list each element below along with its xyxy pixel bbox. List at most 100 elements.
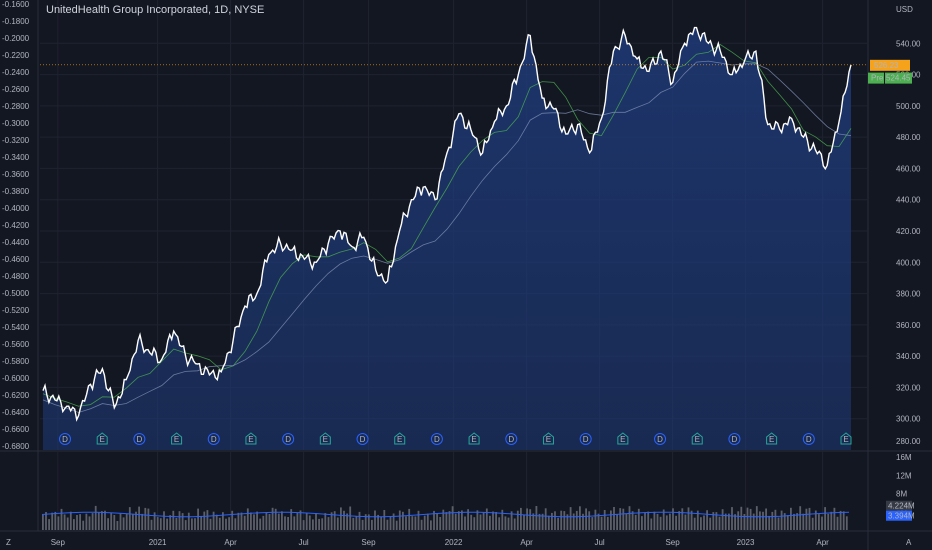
volume-bar xyxy=(166,518,168,530)
volume-bar xyxy=(442,509,445,530)
event-letter: E xyxy=(100,435,105,444)
dividend-event-icon[interactable]: D xyxy=(207,433,220,445)
volume-bar xyxy=(721,509,724,530)
dividend-circle xyxy=(356,433,369,445)
left-tick-label: -0.4400 xyxy=(2,238,30,247)
volume-bar xyxy=(132,513,134,530)
volume-bar xyxy=(268,514,271,530)
left-tick-label: -0.6400 xyxy=(2,408,30,417)
event-letter: D xyxy=(136,435,142,444)
earnings-event-icon[interactable]: E xyxy=(766,432,778,445)
dividend-event-icon[interactable]: D xyxy=(430,433,443,445)
volume-bar xyxy=(69,511,72,530)
volume-bar xyxy=(591,517,594,530)
earnings-event-icon[interactable]: E xyxy=(245,432,257,445)
price-tick-label: 500.00 xyxy=(896,102,921,111)
volume-bar xyxy=(104,510,106,530)
price-area-fill xyxy=(43,27,851,450)
earnings-event-icon[interactable]: E xyxy=(96,432,108,445)
volume-tick-label: 12M xyxy=(896,471,912,480)
volume-tick-label: 16M xyxy=(896,453,912,462)
price-tick-label: 460.00 xyxy=(896,164,921,173)
volume-bar xyxy=(833,507,836,530)
dividend-event-icon[interactable]: D xyxy=(728,433,741,445)
dividend-event-icon[interactable]: D xyxy=(356,433,369,445)
earnings-event-icon[interactable]: E xyxy=(617,432,629,445)
volume-bar xyxy=(799,506,802,530)
volume-bar xyxy=(830,511,833,530)
volume-bar xyxy=(163,511,165,530)
volume-bar xyxy=(367,514,370,530)
volume-bar xyxy=(60,508,63,530)
volume-bar xyxy=(141,513,144,530)
dividend-event-icon[interactable]: D xyxy=(505,433,518,445)
volume-bar xyxy=(622,508,625,530)
volume-bar xyxy=(374,510,376,530)
volume-bar xyxy=(73,519,75,530)
left-tick-label: -0.5800 xyxy=(2,357,30,366)
volume-bar xyxy=(225,518,227,530)
volume-bar xyxy=(318,518,320,530)
volume-bar xyxy=(603,510,606,530)
volume-bar xyxy=(433,510,435,530)
earnings-event-icon[interactable]: E xyxy=(319,432,331,445)
volume-bar xyxy=(597,513,600,530)
event-letter: E xyxy=(323,435,328,444)
volume-bar xyxy=(485,508,488,530)
earnings-event-icon[interactable]: E xyxy=(171,432,183,445)
earnings-event-icon[interactable]: E xyxy=(840,432,852,445)
dividend-circle xyxy=(802,433,815,445)
volume-bar xyxy=(82,520,85,530)
volume-bar xyxy=(150,519,153,530)
volume-bar xyxy=(88,516,91,530)
pre-market-label-bg xyxy=(868,72,884,84)
price-tick-label: 280.00 xyxy=(896,437,921,446)
volume-bar xyxy=(85,513,88,530)
zoom-button[interactable]: Z xyxy=(6,538,11,547)
volume-bar xyxy=(256,511,258,530)
dividend-circle xyxy=(282,433,295,445)
dividend-circle xyxy=(430,433,443,445)
dividend-event-icon[interactable]: D xyxy=(282,433,295,445)
volume-bar xyxy=(386,519,389,530)
earnings-event-icon[interactable]: E xyxy=(394,432,406,445)
dividend-event-icon[interactable]: D xyxy=(802,433,815,445)
volume-bar xyxy=(218,517,221,530)
volume-bar xyxy=(681,508,684,530)
dividend-event-icon[interactable]: D xyxy=(59,433,71,445)
auto-scale-button[interactable]: A xyxy=(906,538,912,547)
volume-bar xyxy=(110,513,113,530)
volume-bar xyxy=(737,511,740,530)
volume-bar xyxy=(554,511,556,530)
time-tick-label: Apr xyxy=(520,538,533,547)
volume-bar xyxy=(669,513,671,530)
volume-bar xyxy=(392,513,395,530)
left-tick-label: -0.6600 xyxy=(2,425,30,434)
earnings-event-icon[interactable]: E xyxy=(691,432,703,445)
dividend-event-icon[interactable]: D xyxy=(579,433,592,445)
price-tick-label: 540.00 xyxy=(896,39,921,48)
left-tick-label: -0.2800 xyxy=(2,102,30,111)
earnings-event-icon[interactable]: E xyxy=(468,432,480,445)
volume-bar xyxy=(128,507,131,530)
left-tick-label: -0.4800 xyxy=(2,272,30,281)
volume-bar xyxy=(200,516,203,530)
volume-bar xyxy=(113,515,116,530)
volume-bar xyxy=(482,512,485,530)
volume-bar xyxy=(364,514,367,530)
volume-bar xyxy=(796,513,798,530)
dividend-event-icon[interactable]: D xyxy=(133,433,146,445)
earnings-event-icon[interactable]: E xyxy=(542,432,554,445)
volume-bar xyxy=(253,514,255,530)
volume-bar xyxy=(492,511,494,530)
volume-bar xyxy=(234,518,237,530)
volume-bar xyxy=(566,514,569,530)
volume-bar xyxy=(66,517,69,530)
dividend-event-icon[interactable]: D xyxy=(654,433,667,445)
volume-bar xyxy=(231,510,234,530)
event-letter: D xyxy=(732,435,738,444)
event-letter: E xyxy=(174,435,179,444)
volume-bar xyxy=(57,516,60,530)
